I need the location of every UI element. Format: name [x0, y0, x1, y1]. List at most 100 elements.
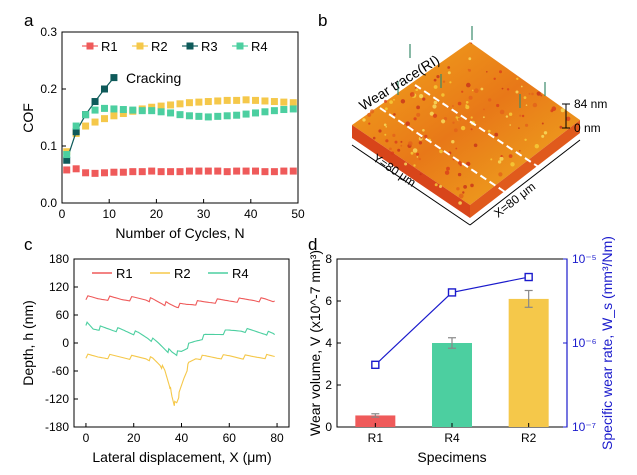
- surface-speck-45: [416, 152, 419, 156]
- panel-a-point-R3-5: [110, 74, 118, 82]
- panel-d-ytick-0: 0: [325, 420, 332, 434]
- surface-speck-114: [519, 150, 521, 152]
- panel-a-point-R2-13: [185, 99, 193, 107]
- panel-c-xtick-1: 20: [127, 431, 141, 445]
- panel-a-point-R4-24: [289, 105, 297, 113]
- panel-a-legend-label-R2: R2: [151, 39, 168, 54]
- surface-speck-145: [457, 101, 462, 106]
- surface-speck-138: [439, 185, 442, 188]
- surface-speck-99: [501, 87, 504, 90]
- surface-speck-149: [405, 121, 411, 126]
- surface-speck-63: [499, 156, 504, 161]
- surface-speck-107: [483, 108, 485, 111]
- surface-speck-19: [473, 143, 478, 148]
- surface-speck-36: [524, 138, 527, 141]
- panel-a-point-R2-4: [100, 115, 108, 123]
- panel-d-ytick-1: 2: [325, 378, 332, 392]
- wear-trace-line-left: [379, 107, 506, 193]
- panel-a-point-R4-22: [270, 107, 278, 115]
- surface-speck-53: [515, 90, 519, 94]
- surface-speck-57: [453, 128, 458, 133]
- surface-speck-71: [523, 96, 527, 99]
- panel-a-point-R4-7: [129, 106, 137, 114]
- surface-speck-79: [420, 136, 423, 139]
- panel-a-point-R1-6: [119, 168, 127, 176]
- surface-speck-64: [397, 148, 401, 152]
- panel-a-ytick-1: 0.1: [40, 139, 57, 153]
- surface-speck-58: [543, 131, 548, 135]
- surface-speck-119: [393, 113, 396, 116]
- panel-a-ytick-0: 0.0: [40, 196, 57, 210]
- surface-speck-24: [466, 161, 471, 167]
- x-axis-line: [469, 139, 581, 226]
- surface-speck-2: [456, 187, 460, 191]
- surface-speck-3: [429, 111, 434, 116]
- panel-a-point-R1-17: [223, 168, 231, 176]
- surface-right-side: [470, 120, 580, 218]
- surface-speck-127: [468, 95, 473, 100]
- panel-d: d 0 2 4 6 8 10⁻⁷ 10⁻⁶ 10⁻⁵ R1 R4 R2 Specimens Wea…: [307, 235, 615, 465]
- panel-c-line-R2: [85, 353, 275, 406]
- panel-a-point-R2-19: [242, 96, 250, 104]
- surface-speck-140: [551, 106, 557, 111]
- surface-speck-50: [368, 122, 371, 125]
- panel-a-point-R4-0: [63, 151, 71, 159]
- surface-speck-10: [461, 90, 464, 93]
- surface-speck-88: [422, 129, 425, 132]
- panel-a-point-R4-9: [148, 107, 156, 115]
- surface-speck-101: [385, 107, 388, 111]
- surface-speck-82: [416, 112, 421, 117]
- wear-trace-line-right: [414, 84, 541, 169]
- surface-speck-97: [408, 141, 413, 146]
- surface-speck-29: [466, 82, 471, 88]
- surface-speck-75: [424, 134, 428, 138]
- surface-speck-93: [451, 140, 455, 144]
- surface-speck-73: [497, 160, 502, 164]
- surface-speck-126: [460, 125, 466, 131]
- surface-speck-51: [389, 100, 393, 104]
- panel-a-xtick-5: 50: [291, 207, 305, 221]
- surface-speck-60: [409, 92, 415, 97]
- panel-a-point-R4-14: [195, 112, 203, 120]
- surface-speck-62: [525, 123, 529, 127]
- panel-d-rate-point-R1: [371, 360, 380, 370]
- surface-speck-35: [446, 166, 450, 171]
- panel-c-xlabel: Lateral displacement, X (μm): [92, 449, 271, 465]
- panel-a-annotation-cracking: Cracking: [126, 70, 181, 86]
- surface-speck-91: [433, 85, 438, 89]
- surface-speck-38: [362, 118, 366, 122]
- surface-speck-120: [385, 139, 389, 143]
- panel-d-ylabel: Wear volume, V (x10^-7 mm³): [307, 250, 323, 436]
- panel-a-point-R2-21: [261, 97, 269, 105]
- surface-speck-74: [378, 129, 382, 133]
- surface-speck-131: [455, 116, 458, 119]
- panel-a-point-R2-10: [157, 102, 165, 110]
- surface-speck-69: [416, 105, 420, 110]
- panel-c-ylabel: Depth, h (nm): [20, 300, 36, 386]
- panel-d-rtick-1: 10⁻⁶: [572, 336, 597, 350]
- panel-a-point-R4-15: [204, 113, 212, 121]
- surface-speck-98: [541, 134, 545, 138]
- surface-speck-8: [412, 148, 418, 153]
- panel-a-point-R1-16: [214, 167, 222, 175]
- surface-speck-46: [434, 183, 438, 187]
- surface-speck-146: [410, 151, 414, 155]
- panel-a-point-R2-18: [233, 96, 241, 104]
- surface-speck-43: [385, 126, 388, 128]
- panel-a-point-R2-17: [223, 96, 231, 104]
- surface-speck-26: [508, 112, 513, 116]
- panel-a-legend-label-R4: R4: [251, 39, 268, 54]
- surface-left-side: [352, 125, 470, 218]
- panel-c-ytick-3: 0: [62, 336, 69, 350]
- panel-d-ylabel-right: Specific wear rate, W_s (mm³/Nm): [599, 236, 615, 450]
- panel-a-point-R1-24: [289, 167, 297, 175]
- surface-speck-52: [443, 117, 448, 121]
- surface-speck-118: [509, 124, 512, 126]
- surface-speck-155: [470, 42, 473, 45]
- panel-a-point-R1-0: [63, 166, 71, 174]
- surface-speck-48: [505, 115, 509, 118]
- surface-speck-156: [439, 149, 443, 154]
- surface-speck-16: [465, 105, 470, 110]
- surface-speck-4: [436, 75, 440, 79]
- panel-c-ytick-5: -120: [45, 392, 69, 406]
